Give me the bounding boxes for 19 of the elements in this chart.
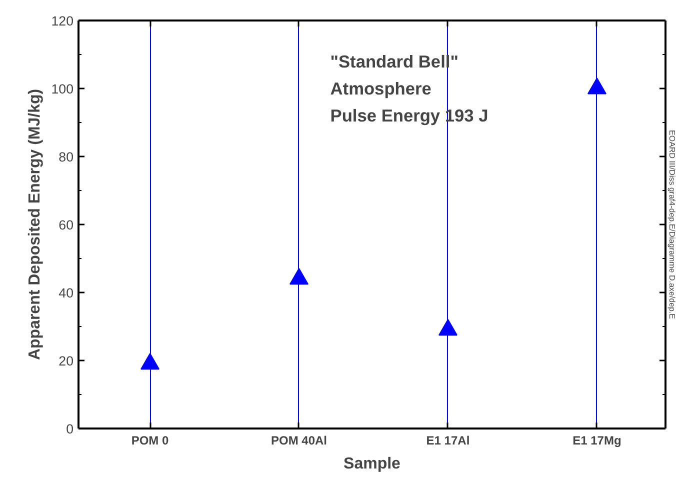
- x-tick-label: E1 17Al: [426, 434, 470, 448]
- y-tick-label: 20: [58, 354, 74, 368]
- x-tick-label: E1 17Mg: [572, 434, 622, 448]
- y-tick-label: 80: [58, 150, 74, 164]
- annotation: Atmosphere: [330, 78, 432, 98]
- y-tick-label: 60: [58, 218, 74, 232]
- y-tick-label: 0: [66, 422, 74, 436]
- y-axis-title: Apparent Deposited Energy (MJ/kg): [26, 88, 44, 360]
- y-tick-label: 100: [51, 82, 74, 96]
- y-tick-label: 120: [51, 14, 74, 28]
- point: [289, 268, 308, 285]
- point: [587, 78, 606, 94]
- y-tick-label: 40: [58, 286, 74, 300]
- text: EOARD III/Diss graf4-dep.E/Diagramme D.axe/dep.E: [668, 130, 676, 319]
- x-axis-title: Sample: [344, 456, 401, 472]
- point: [140, 353, 160, 370]
- x-tick-label: POM 0: [131, 434, 170, 448]
- x-tick-label: POM 40Al: [270, 434, 328, 448]
- point: [438, 319, 458, 336]
